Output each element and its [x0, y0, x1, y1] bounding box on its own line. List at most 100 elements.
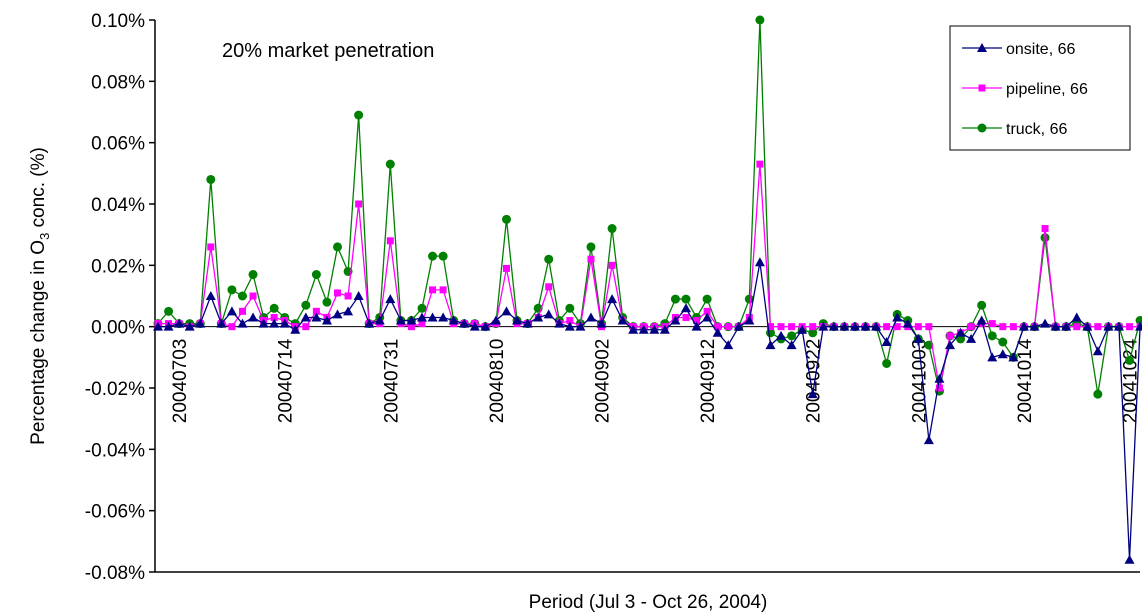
marker — [786, 340, 797, 350]
marker — [1050, 321, 1061, 331]
marker — [1040, 318, 1051, 328]
marker — [788, 323, 796, 331]
marker — [438, 251, 448, 261]
marker — [459, 318, 470, 328]
marker — [439, 286, 447, 294]
marker — [681, 294, 691, 304]
marker — [1093, 389, 1103, 399]
marker — [596, 318, 607, 328]
x-tick-label: 20041014 — [1015, 338, 1036, 423]
marker — [406, 315, 417, 325]
marker — [321, 315, 332, 325]
x-tick-label: 20040902 — [593, 339, 614, 424]
marker — [258, 318, 269, 328]
marker — [228, 323, 236, 331]
marker — [1135, 321, 1142, 331]
marker — [269, 318, 280, 328]
marker — [585, 312, 596, 322]
marker — [693, 317, 701, 325]
marker — [428, 251, 438, 261]
marker — [977, 43, 987, 52]
marker — [1061, 321, 1072, 331]
y-label-part: conc. (%) — [28, 147, 49, 233]
marker — [502, 264, 510, 272]
marker — [207, 243, 215, 251]
marker — [237, 318, 248, 328]
marker — [818, 321, 829, 331]
marker — [1113, 321, 1124, 331]
marker — [575, 321, 586, 331]
marker — [913, 333, 924, 343]
marker — [755, 15, 765, 25]
x-tick-label: 20040731 — [381, 339, 402, 424]
marker — [967, 323, 975, 331]
y-tick-label: 0.06% — [91, 134, 145, 155]
marker — [712, 327, 723, 337]
marker — [893, 323, 901, 331]
marker — [586, 242, 596, 252]
marker — [545, 283, 553, 291]
marker — [987, 331, 997, 341]
marker — [270, 313, 278, 321]
marker — [311, 270, 321, 280]
marker — [733, 321, 744, 331]
marker — [723, 340, 734, 350]
marker — [883, 323, 891, 331]
marker — [702, 294, 712, 304]
marker — [512, 315, 523, 325]
marker — [765, 340, 776, 350]
marker — [205, 291, 216, 300]
marker — [1040, 233, 1050, 243]
marker — [978, 84, 986, 92]
marker — [628, 324, 639, 334]
marker — [787, 331, 797, 341]
marker — [860, 321, 871, 331]
marker — [766, 323, 774, 331]
marker — [999, 323, 1007, 331]
marker — [238, 307, 246, 315]
marker — [935, 384, 943, 392]
marker — [777, 323, 785, 331]
marker — [385, 294, 396, 304]
marker — [1125, 355, 1135, 365]
marker — [564, 321, 575, 331]
marker — [607, 224, 617, 234]
legend-label: truck, 66 — [1006, 121, 1067, 138]
marker — [301, 300, 311, 310]
marker — [807, 389, 818, 399]
marker — [882, 358, 892, 368]
marker — [809, 323, 817, 331]
marker — [987, 352, 998, 362]
marker — [955, 327, 966, 337]
marker — [248, 312, 259, 322]
series-line — [158, 262, 1141, 560]
marker — [977, 123, 987, 133]
series-line — [158, 164, 1141, 389]
marker — [395, 315, 406, 325]
marker — [946, 332, 954, 340]
marker — [881, 337, 892, 346]
marker — [797, 324, 808, 334]
marker — [269, 303, 279, 313]
marker — [195, 318, 206, 328]
annotation: 20% market penetration — [222, 40, 434, 62]
marker — [407, 323, 415, 331]
marker — [923, 435, 934, 445]
marker — [776, 330, 787, 340]
marker — [249, 292, 257, 300]
marker — [849, 321, 860, 331]
marker — [670, 294, 680, 304]
marker — [1073, 323, 1081, 331]
marker — [1041, 225, 1049, 233]
marker — [724, 323, 732, 331]
marker — [1103, 321, 1114, 331]
marker — [892, 312, 903, 322]
marker — [163, 321, 174, 331]
marker — [184, 321, 195, 331]
marker — [501, 306, 512, 316]
marker — [1124, 554, 1135, 564]
marker — [670, 315, 681, 325]
legend-label: onsite, 66 — [1006, 41, 1075, 58]
marker — [914, 323, 922, 331]
marker — [608, 261, 616, 269]
